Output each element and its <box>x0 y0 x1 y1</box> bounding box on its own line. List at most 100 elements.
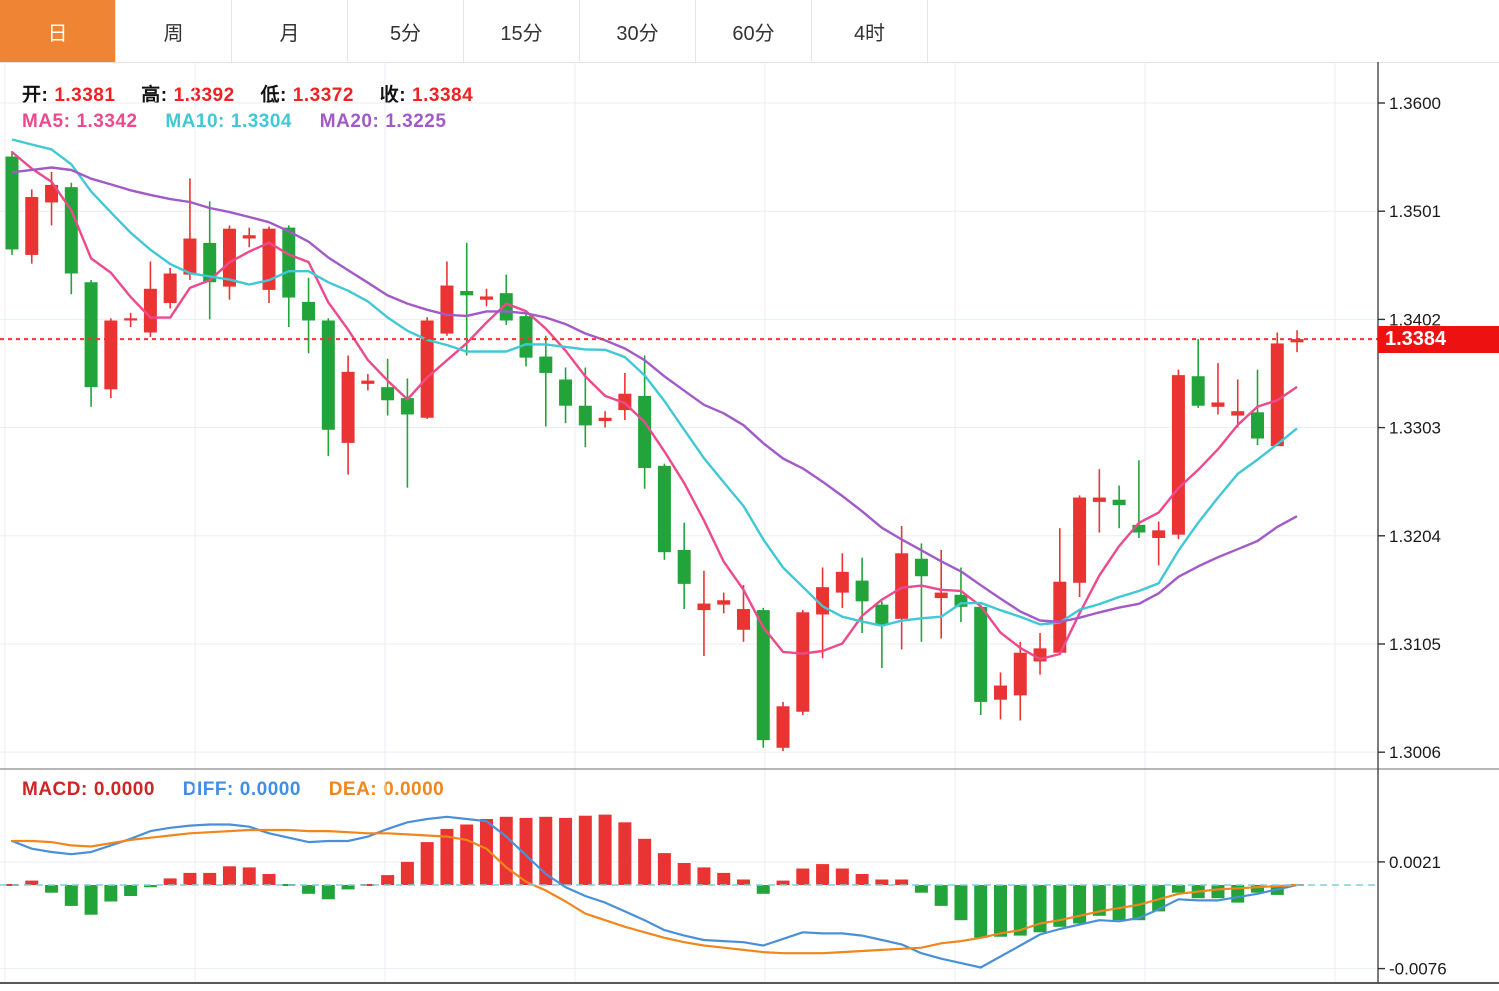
price-axis-label: 1.3600 <box>1389 94 1441 113</box>
price-axis-label: 1.3105 <box>1389 635 1441 654</box>
macd-bar <box>1092 885 1106 916</box>
candle-body <box>1211 402 1225 407</box>
ma20-value: 1.3225 <box>385 111 447 132</box>
macd-bar <box>104 885 118 902</box>
macd-bar <box>1211 885 1225 899</box>
tab-timeframe-0[interactable]: 日 <box>0 0 116 62</box>
macd-bar <box>994 885 1007 937</box>
macd-bar <box>1073 885 1087 924</box>
candle-body <box>1112 499 1126 506</box>
ma5-line <box>11 151 1298 661</box>
candle-body <box>5 156 19 250</box>
candle-body <box>994 685 1007 700</box>
candle-body <box>1290 339 1304 343</box>
ma20-line <box>11 166 1298 624</box>
ma10-value: 1.3304 <box>230 111 292 132</box>
macd-bar <box>84 885 98 915</box>
macd-histogram <box>5 814 1304 938</box>
macd-bar <box>45 885 59 893</box>
candle-body <box>25 196 39 255</box>
ma5-label: MA5: <box>22 111 71 132</box>
candle-body <box>479 296 493 300</box>
macd-bar <box>559 817 573 885</box>
candle-body <box>677 549 691 584</box>
candle-body <box>163 273 177 304</box>
candle-body <box>1171 375 1185 535</box>
macd-bar <box>796 868 810 885</box>
candle-body <box>341 371 355 443</box>
tab-timeframe-7[interactable]: 4时 <box>812 0 928 62</box>
macd-bar <box>618 822 632 885</box>
macd-bar <box>341 885 355 890</box>
axis-labels: 1.3600 1.3501 1.3402 1.3303 1.3204 1.3105 1.30… <box>1378 94 1447 979</box>
macd-bar <box>835 868 849 885</box>
macd-axis-label: -0.0076 <box>1389 960 1447 979</box>
macd-bar <box>697 867 711 885</box>
candle-body <box>1053 581 1067 653</box>
macd-bar <box>262 874 276 885</box>
price-axis-label: 1.3402 <box>1389 310 1441 329</box>
candle-body <box>381 387 395 401</box>
macd-bar <box>64 885 78 906</box>
tab-timeframe-1[interactable]: 周 <box>116 0 232 62</box>
candle-body <box>578 405 592 426</box>
macd-bar <box>1132 885 1146 921</box>
candles <box>5 151 1304 752</box>
candle-body <box>302 301 316 321</box>
open-value: 1.3381 <box>54 85 116 106</box>
close-label: 收: <box>379 85 407 106</box>
macd-bar <box>460 824 474 885</box>
last-price-badge: 1.3384 <box>1378 325 1499 353</box>
macd-bar <box>302 885 316 894</box>
candle-body <box>697 603 711 611</box>
macd-label: MACD: <box>22 779 88 800</box>
macd-bar <box>400 861 414 885</box>
macd-bar <box>1251 885 1265 893</box>
candle-body <box>835 571 849 593</box>
open-label: 开: <box>22 85 49 106</box>
candle-body <box>45 184 59 203</box>
candle-body <box>934 592 948 599</box>
macd-bar <box>934 885 948 906</box>
macd-bar <box>440 828 454 885</box>
tab-timeframe-2[interactable]: 月 <box>232 0 348 62</box>
macd-bar <box>203 872 217 885</box>
candle-body <box>420 320 434 418</box>
candle-body <box>796 612 810 712</box>
dea-line <box>10 828 1299 955</box>
candle-body <box>400 398 414 415</box>
macd-bar <box>974 885 988 938</box>
macd-bar <box>222 866 236 885</box>
macd-bar <box>381 875 395 885</box>
ma20-label: MA20: <box>319 111 380 132</box>
macd-axis-label: 0.0021 <box>1389 853 1441 872</box>
candle-body <box>499 293 513 321</box>
macd-bar <box>479 819 493 885</box>
price-axis-label: 1.3303 <box>1389 419 1441 438</box>
macd-bar <box>657 853 671 885</box>
candle-body <box>84 282 98 388</box>
candle-body <box>104 320 118 390</box>
candle-body <box>776 706 790 748</box>
macd-bar <box>242 867 256 885</box>
tab-timeframe-3[interactable]: 5分 <box>348 0 464 62</box>
candle-body <box>974 606 988 702</box>
tab-timeframe-4[interactable]: 15分 <box>464 0 580 62</box>
macd-bar <box>1033 885 1047 933</box>
dea-label: DEA: <box>328 779 378 800</box>
candle-body <box>440 285 454 334</box>
macd-bar <box>539 816 553 885</box>
candle-body <box>539 356 553 373</box>
candle-body <box>64 187 78 274</box>
candle-body <box>598 417 612 422</box>
macd-bar <box>25 880 39 885</box>
candle-body <box>1132 524 1146 533</box>
tab-timeframe-6[interactable]: 60分 <box>696 0 812 62</box>
high-value: 1.3392 <box>173 85 235 106</box>
candle-body <box>756 610 770 741</box>
tab-timeframe-5[interactable]: 30分 <box>580 0 696 62</box>
macd-bar <box>598 814 612 885</box>
ma5-value: 1.3342 <box>76 111 138 132</box>
